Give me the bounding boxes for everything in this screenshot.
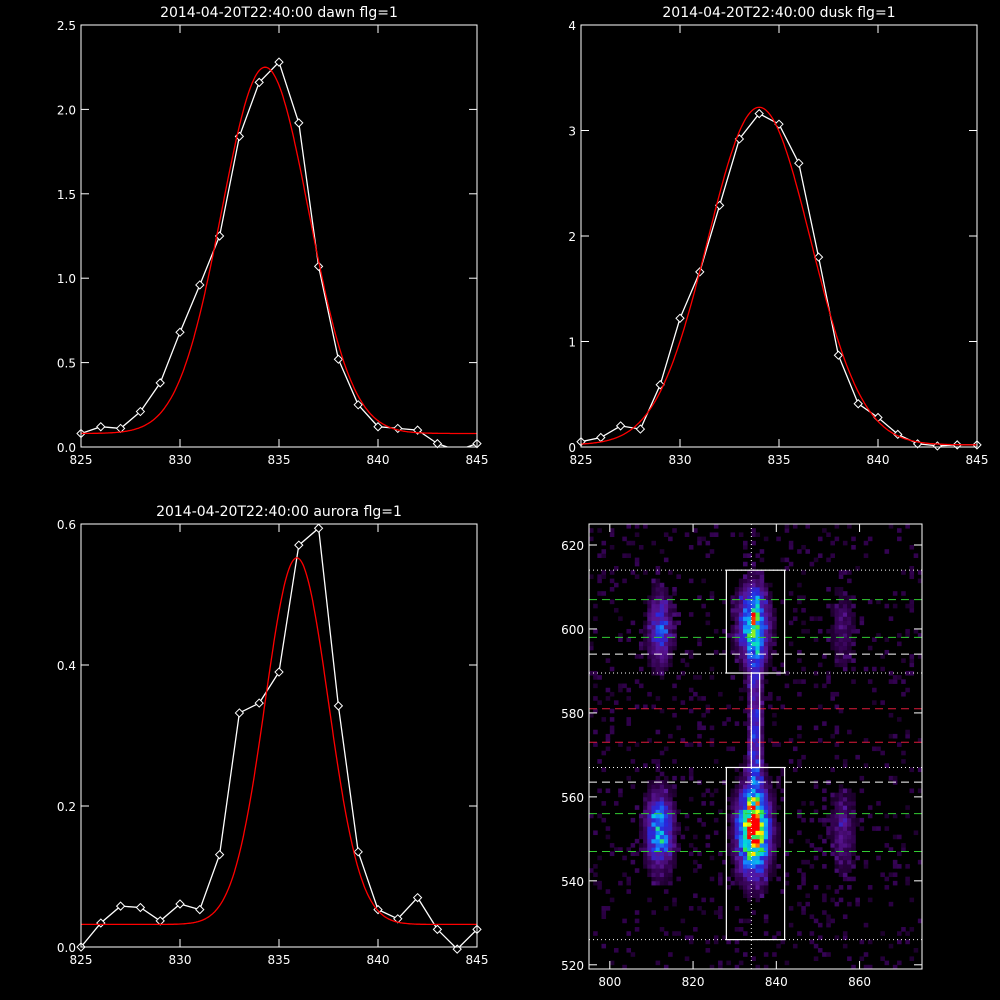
- data-point: [254, 698, 264, 708]
- y-tick-label: 1.5: [57, 188, 76, 202]
- data-point: [294, 540, 304, 550]
- data-point: [373, 422, 383, 432]
- heatmap-image: [589, 524, 923, 970]
- data-point: [393, 423, 403, 434]
- data-point: [353, 847, 363, 857]
- fit-curve: [81, 66, 477, 435]
- data-line: [581, 112, 977, 447]
- data-point: [432, 924, 443, 935]
- y-tick-label: 0.0: [57, 441, 76, 455]
- y-tick-label: 540: [561, 875, 584, 889]
- data-point: [353, 400, 363, 410]
- data-point: [135, 406, 146, 417]
- x-tick-label: 830: [169, 453, 192, 467]
- fit-curve: [581, 106, 977, 446]
- fit-curve: [81, 557, 477, 926]
- y-tick-label: 580: [561, 707, 584, 721]
- x-tick-label: 840: [867, 453, 890, 467]
- data-point: [754, 108, 764, 119]
- y-tick-label: 1.0: [57, 272, 76, 286]
- data-point: [615, 421, 626, 431]
- x-tick-label: 845: [466, 953, 489, 967]
- data-point: [432, 438, 443, 449]
- y-tick-label: 0.5: [57, 357, 76, 371]
- data-point: [195, 280, 205, 290]
- data-point: [635, 424, 646, 434]
- y-tick-label: 0.2: [57, 800, 76, 814]
- plot-frame: [80, 24, 478, 448]
- x-tick-label: 845: [466, 453, 489, 467]
- x-tick-label: 835: [268, 953, 291, 967]
- data-line: [81, 60, 477, 447]
- y-tick-label: 620: [561, 539, 584, 553]
- plot-frame: [580, 24, 978, 448]
- data-point: [175, 899, 185, 909]
- x-tick-label: 830: [169, 953, 192, 967]
- y-tick-label: 4: [568, 19, 576, 33]
- data-point: [675, 313, 685, 323]
- data-point: [596, 432, 606, 443]
- data-point: [195, 904, 205, 915]
- data-point: [274, 667, 284, 677]
- y-tick-label: 0.4: [57, 659, 76, 673]
- data-point: [274, 57, 284, 67]
- x-tick-label: 835: [768, 453, 791, 467]
- x-tick-label: 825: [570, 453, 593, 467]
- data-point: [794, 158, 804, 168]
- data-point: [932, 441, 943, 451]
- y-tick-label: 0.0: [57, 941, 76, 955]
- data-point: [333, 701, 344, 711]
- y-tick-label: 3: [568, 125, 576, 139]
- x-tick-label: 825: [70, 953, 93, 967]
- x-tick-label: 830: [669, 453, 692, 467]
- x-tick-label: 840: [765, 975, 788, 989]
- plot-frame: [588, 523, 923, 970]
- data-point: [412, 892, 423, 903]
- x-tick-label: 840: [367, 453, 390, 467]
- data-point: [333, 354, 344, 364]
- data-line: [81, 526, 477, 947]
- plot-frame: [80, 523, 478, 948]
- data-point: [313, 523, 324, 533]
- data-point: [175, 327, 185, 337]
- data-point: [294, 118, 304, 128]
- y-tick-label: 520: [561, 959, 584, 973]
- data-point: [135, 902, 146, 913]
- y-tick-label: 1: [568, 336, 576, 350]
- x-tick-label: 835: [268, 453, 291, 467]
- panel-title: 2014-04-20T22:40:00 aurora flg=1: [156, 504, 402, 520]
- data-point: [214, 849, 225, 860]
- panel-title: 2014-04-20T22:40:00 dusk flg=1: [662, 5, 895, 21]
- y-tick-label: 560: [561, 791, 584, 805]
- data-point: [234, 708, 245, 718]
- x-tick-label: 840: [367, 953, 390, 967]
- x-tick-label: 845: [966, 453, 989, 467]
- y-tick-label: 600: [561, 623, 584, 637]
- panel-2: 2014-04-20T22:40:00 aurora flg=1 825 830 83…: [57, 504, 489, 967]
- x-tick-label: 820: [682, 975, 705, 989]
- x-tick-label: 800: [598, 975, 621, 989]
- y-tick-label: 2: [568, 230, 576, 244]
- y-tick-label: 0.6: [57, 518, 76, 532]
- data-point: [853, 399, 863, 409]
- y-tick-label: 0: [568, 441, 576, 455]
- x-tick-label: 860: [848, 975, 871, 989]
- data-point: [96, 422, 106, 432]
- panel-1: 2014-04-20T22:40:00 dusk flg=1 825 830 835 8…: [568, 5, 988, 467]
- y-tick-label: 2.0: [57, 103, 76, 117]
- data-point: [155, 378, 165, 388]
- data-point: [115, 901, 126, 911]
- x-tick-label: 825: [70, 453, 93, 467]
- panel-0: 2014-04-20T22:40:00 dawn flg=1 825 830 835 8…: [57, 5, 489, 467]
- data-point: [813, 252, 824, 262]
- panel-3: 800 820 840 860 520 540 560 580 600 620: [561, 523, 923, 989]
- panel-title: 2014-04-20T22:40:00 dawn flg=1: [160, 5, 398, 21]
- data-point: [254, 77, 264, 88]
- selection-box: [750, 672, 761, 769]
- y-tick-label: 2.5: [57, 19, 76, 33]
- data-point: [833, 350, 844, 360]
